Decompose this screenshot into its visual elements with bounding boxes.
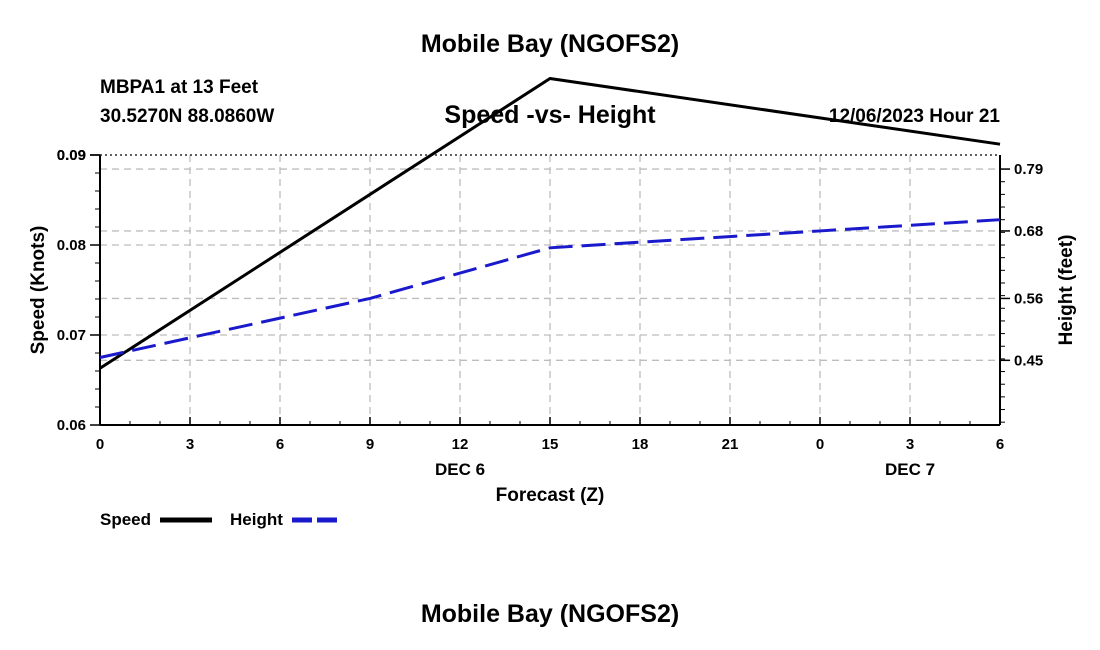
y2-tick-label: 0.68: [1014, 223, 1043, 240]
x-tick-label: 0: [816, 436, 824, 453]
station-label: MBPA1 at 13 Feet: [100, 77, 259, 98]
x-tick-label: 15: [542, 436, 559, 453]
x-tick-label: 3: [906, 436, 914, 453]
y-tick-label: 0.09: [57, 147, 86, 164]
y-tick-label: 0.07: [57, 327, 86, 344]
series-line-height: [99, 218, 1001, 359]
x-tick-label: 3: [186, 436, 194, 453]
x-tick-label: 6: [996, 436, 1004, 453]
y2-axis-title: Height (feet): [1056, 235, 1077, 346]
x-tick-label: 6: [276, 436, 284, 453]
x-date-label: DEC 7: [885, 460, 935, 479]
page-title: Mobile Bay (NGOFS2): [420, 30, 680, 58]
x-date-label: DEC 6: [435, 460, 485, 479]
forecast-timestamp: 12/06/2023 Hour 21: [828, 106, 1000, 127]
x-tick-label: 21: [722, 436, 739, 453]
x-tick-label: 18: [632, 436, 649, 453]
x-tick-label: 9: [366, 436, 374, 453]
station-coordinates: 30.5270N 88.0860W: [100, 106, 275, 127]
y-axis-title: Speed (Knots): [28, 226, 49, 355]
legend-label-speed: Speed: [100, 510, 151, 529]
y-tick-label: 0.09: [57, 147, 86, 164]
x-axis-title: Forecast (Z): [496, 485, 605, 506]
y2-tick-label: 0.56: [1014, 290, 1043, 307]
x-tick-label: 12: [452, 436, 469, 453]
page-title-repeat: Mobile Bay (NGOFS2): [420, 600, 680, 628]
x-tick-label: 0: [96, 436, 104, 453]
y2-tick-label: 0.79: [1014, 161, 1043, 178]
y-tick-label: 0.08: [57, 237, 86, 254]
legend-label-height: Height: [230, 510, 283, 529]
y2-tick-label: 0.45: [1014, 352, 1043, 369]
series-line-speed: [99, 77, 1001, 370]
y-tick-label: 0.06: [57, 417, 86, 434]
